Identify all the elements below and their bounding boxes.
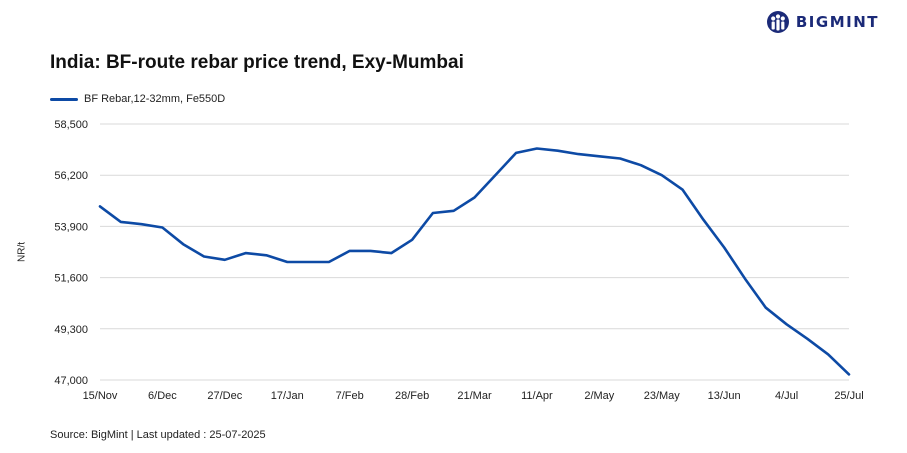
data-point	[785, 323, 788, 326]
data-point	[764, 306, 767, 309]
data-point	[598, 155, 601, 158]
x-tick-label: 2/May	[584, 390, 614, 402]
data-point	[244, 252, 247, 255]
x-tick-label: 17/Jan	[271, 390, 304, 402]
y-tick-label: 47,000	[54, 375, 88, 387]
data-point	[411, 238, 414, 241]
x-tick-label: 23/May	[644, 390, 681, 402]
data-point	[223, 258, 226, 261]
x-tick-label: 27/Dec	[207, 390, 242, 402]
x-tick-label: 4/Jul	[775, 390, 798, 402]
data-point	[556, 149, 559, 152]
data-point	[431, 212, 434, 215]
data-point	[702, 218, 705, 221]
data-point	[473, 196, 476, 199]
data-point	[660, 174, 663, 177]
y-tick-label: 49,300	[54, 324, 88, 336]
data-point	[119, 220, 122, 223]
brand-name: BIGMINT	[795, 13, 879, 31]
x-tick-label: 7/Feb	[336, 390, 364, 402]
brand-logo: BIGMINT	[766, 10, 879, 34]
data-point	[535, 147, 538, 150]
source-note: Source: BigMint | Last updated : 25-07-2…	[50, 429, 266, 441]
x-tick-label: 11/Apr	[521, 390, 553, 402]
data-point	[743, 277, 746, 280]
data-point	[140, 223, 143, 226]
data-point	[286, 261, 289, 264]
data-point	[265, 254, 268, 257]
data-point	[619, 157, 622, 160]
data-point	[327, 261, 330, 264]
y-tick-label: 56,200	[54, 170, 88, 182]
y-tick-label: 58,500	[54, 119, 88, 131]
legend-label: BF Rebar,12-32mm, Fe550D	[84, 93, 226, 105]
data-point	[848, 373, 851, 376]
data-point	[723, 246, 726, 249]
chart-title: India: BF-route rebar price trend, Exy-M…	[50, 52, 464, 73]
y-tick-label: 53,900	[54, 221, 88, 233]
x-tick-label: 15/Nov	[83, 390, 118, 402]
data-point	[390, 252, 393, 255]
data-point	[494, 174, 497, 177]
data-point	[203, 255, 206, 258]
x-tick-label: 21/Mar	[457, 390, 492, 402]
x-tick-label: 13/Jun	[708, 390, 741, 402]
data-point	[806, 337, 809, 340]
chart-legend: BF Rebar,12-32mm, Fe550D	[50, 93, 225, 105]
x-tick-label: 28/Feb	[395, 390, 429, 402]
data-point	[827, 353, 830, 356]
data-point	[161, 226, 164, 229]
data-point	[639, 164, 642, 167]
bigmint-logo-icon	[766, 11, 789, 33]
data-point	[452, 209, 455, 212]
data-point	[515, 151, 518, 154]
data-point	[182, 243, 185, 246]
data-point	[369, 249, 372, 252]
x-tick-label: 6/Dec	[148, 390, 177, 402]
data-point	[348, 249, 351, 252]
x-tick-label: 25/Jul	[834, 390, 863, 402]
legend-swatch	[50, 97, 78, 101]
data-point	[99, 205, 102, 208]
data-point	[577, 153, 580, 156]
data-point	[307, 261, 310, 264]
y-tick-label: 51,600	[54, 273, 88, 285]
data-point	[681, 188, 684, 191]
series-line	[98, 147, 851, 376]
